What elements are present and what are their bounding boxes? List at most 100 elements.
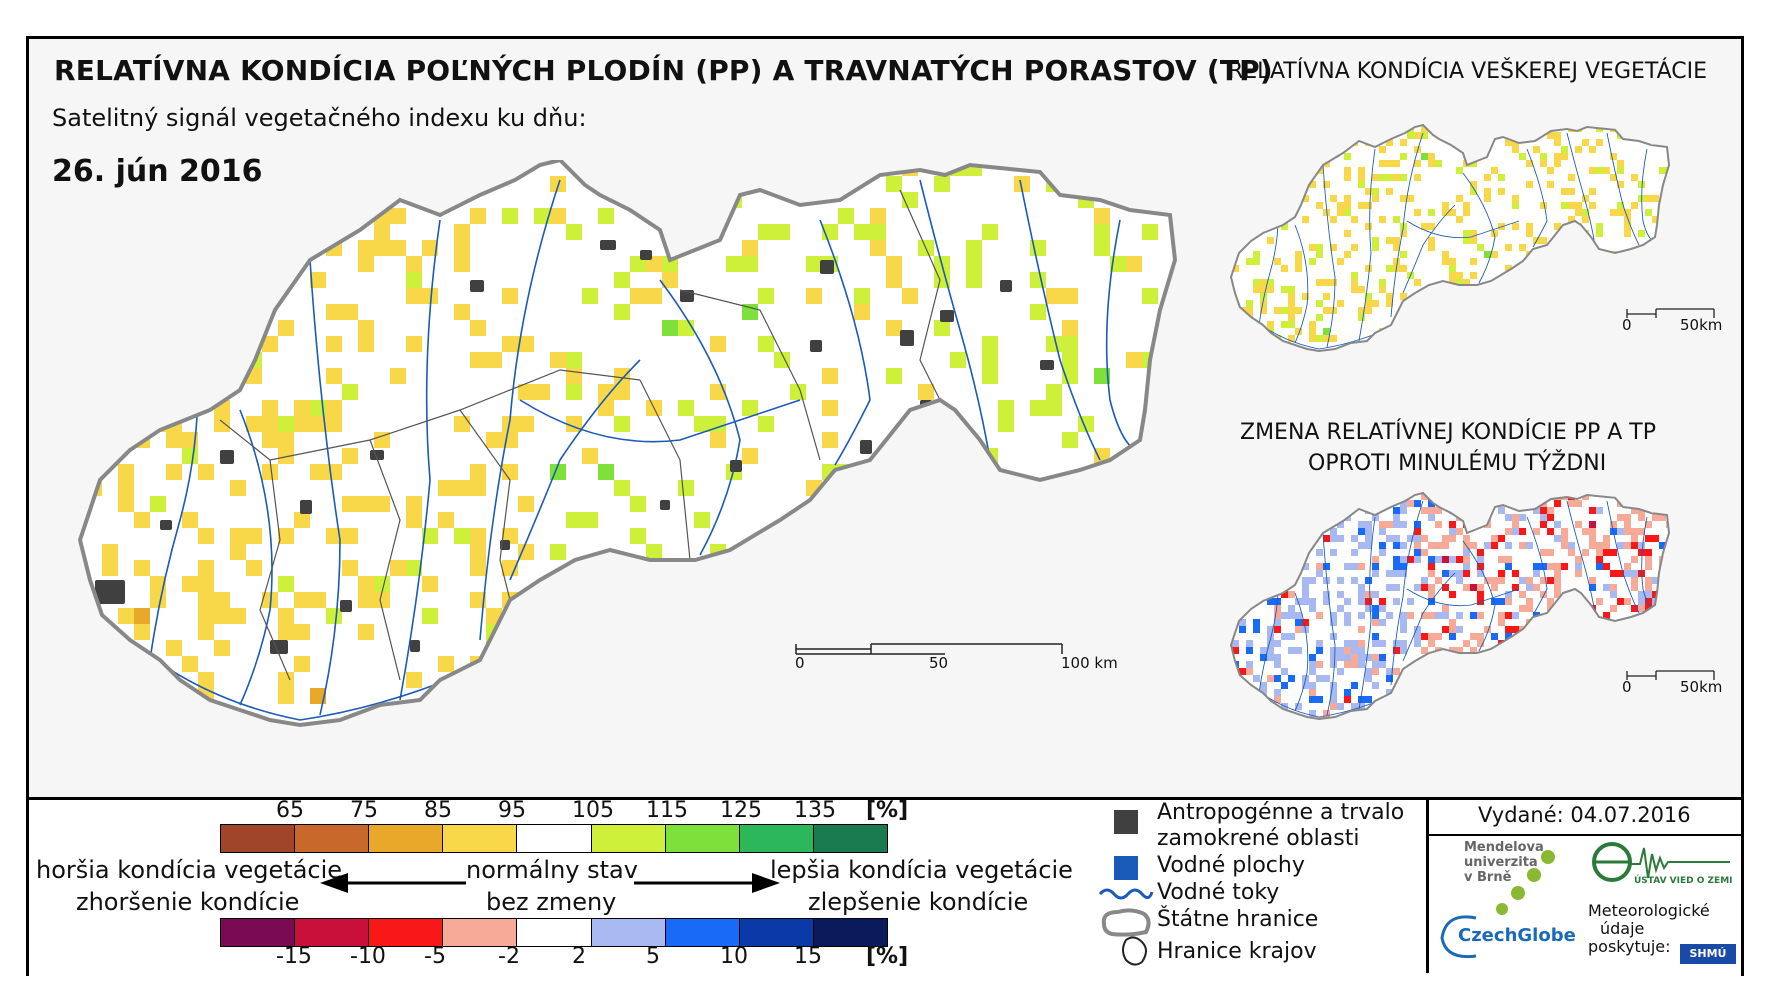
map-cell (1158, 544, 1174, 560)
map-cell (566, 224, 582, 240)
map-cell (678, 672, 694, 688)
urban-patch (820, 260, 834, 274)
map-cell (246, 560, 262, 576)
map-cell (678, 400, 694, 416)
map-cell (1158, 368, 1174, 384)
map-cell (614, 176, 630, 192)
map-cell (326, 400, 342, 416)
region-border-label: Hranice krajov (1157, 939, 1317, 964)
map-cell (854, 288, 870, 304)
map-cell (198, 592, 214, 608)
map-cell (102, 352, 118, 368)
river (659, 279, 741, 556)
main-title: RELATÍVNA KONDÍCIA POĽNÝCH PLODÍN (PP) A… (54, 54, 1273, 87)
map-cell (406, 336, 422, 352)
map-cell (774, 688, 790, 704)
map-cell (278, 624, 294, 640)
legend-tick-label: 5 (646, 944, 660, 969)
map-cell (726, 704, 742, 720)
map-cell (230, 544, 246, 560)
map-cell (550, 704, 566, 720)
better-condition-label: lepšia kondícia vegetácie (770, 856, 1073, 884)
map-cell (1078, 560, 1094, 576)
logos-divider (1426, 797, 1429, 973)
map-cell (998, 400, 1014, 416)
map-cell (470, 464, 486, 480)
map-cell (1142, 672, 1158, 688)
map-cell (182, 512, 198, 528)
map-cell (566, 512, 582, 528)
map-cell (166, 640, 182, 656)
main-scale-bar (795, 643, 1063, 655)
map-cell (118, 288, 134, 304)
map-cell (822, 688, 838, 704)
legend-swatch (442, 825, 517, 852)
map-cell (614, 384, 630, 400)
map-cell (374, 576, 390, 592)
state-border-icon (1101, 908, 1151, 937)
map-cell (358, 720, 374, 725)
urban-patch (300, 500, 312, 514)
czechglobe-logo-icon (1440, 915, 1477, 959)
map-cell (742, 448, 758, 464)
map-cell (454, 160, 470, 176)
map-cell (198, 384, 214, 400)
map-cell (310, 272, 326, 288)
map-cell (966, 256, 982, 272)
map-cell (102, 160, 118, 176)
map-cell (790, 688, 806, 704)
map-cell (758, 224, 774, 240)
map-cell (1110, 256, 1126, 272)
map-cell (1062, 624, 1078, 640)
map-cell (918, 720, 934, 725)
region-borders (219, 189, 941, 681)
map-cell (886, 464, 902, 480)
map-cell (822, 432, 838, 448)
map-cell (182, 304, 198, 320)
inset-bottom-title-1: ZMENA RELATÍVNEJ KONDÍCIE PP A TP (1240, 420, 1657, 445)
inset-bottom-scale-zero: 0 (1622, 678, 1632, 696)
map-cell (934, 576, 950, 592)
map-cell (406, 272, 422, 288)
map-cell (454, 224, 470, 240)
map-cell (694, 512, 710, 528)
condition-unit: [%] (866, 798, 909, 823)
urban-patch (1040, 360, 1054, 370)
map-cell (806, 288, 822, 304)
legend-swatch (738, 919, 813, 946)
map-cell (118, 464, 134, 480)
map-cell (294, 656, 310, 672)
legend-swatch (590, 919, 665, 946)
map-cell (918, 528, 934, 544)
map-cell (1014, 176, 1030, 192)
map-cell (1030, 672, 1046, 688)
map-cell (1030, 272, 1046, 288)
water-streams-icon (1098, 888, 1154, 900)
anthropogenic-label-1: Antropogénne a trvalo (1157, 800, 1405, 825)
map-cell (278, 448, 294, 464)
map-cell (982, 544, 998, 560)
water-areas-swatch (1114, 856, 1138, 880)
map-cell (502, 640, 518, 656)
map-cell (1126, 576, 1142, 592)
map-cell (630, 688, 646, 704)
map-cell (870, 240, 886, 256)
map-cell (630, 288, 646, 304)
map-cell (86, 368, 102, 384)
map-cell (934, 176, 950, 192)
map-cell (310, 464, 326, 480)
map-cell (486, 688, 502, 704)
legend-tick-label: 115 (646, 798, 688, 823)
map-cell (966, 240, 982, 256)
map-cell (678, 624, 694, 640)
map-cell (662, 592, 678, 608)
map-cell (1126, 192, 1142, 208)
map-cell (102, 400, 118, 416)
map-cell (598, 720, 614, 725)
issued-date: Vydané: 04.07.2016 (1478, 803, 1691, 827)
map-cell (982, 224, 998, 240)
urban-patch (660, 500, 670, 510)
map-cell (774, 224, 790, 240)
map-cell (566, 368, 582, 384)
map-cell (534, 384, 550, 400)
